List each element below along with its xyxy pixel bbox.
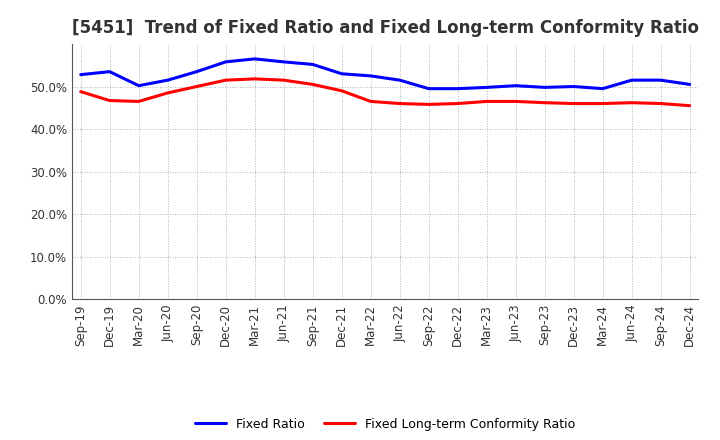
Fixed Long-term Conformity Ratio xyxy=(366,99,375,104)
Fixed Ratio xyxy=(251,56,259,62)
Line: Fixed Long-term Conformity Ratio: Fixed Long-term Conformity Ratio xyxy=(81,79,690,106)
Fixed Ratio xyxy=(221,59,230,65)
Fixed Long-term Conformity Ratio xyxy=(308,82,317,87)
Fixed Long-term Conformity Ratio xyxy=(163,90,172,95)
Fixed Ratio xyxy=(685,82,694,87)
Fixed Long-term Conformity Ratio xyxy=(627,100,636,105)
Line: Fixed Ratio: Fixed Ratio xyxy=(81,59,690,89)
Fixed Ratio xyxy=(482,85,491,90)
Fixed Ratio xyxy=(76,72,85,77)
Title: [5451]  Trend of Fixed Ratio and Fixed Long-term Conformity Ratio: [5451] Trend of Fixed Ratio and Fixed Lo… xyxy=(72,19,698,37)
Fixed Ratio xyxy=(627,77,636,83)
Fixed Long-term Conformity Ratio xyxy=(192,84,201,89)
Fixed Ratio xyxy=(395,77,404,83)
Fixed Long-term Conformity Ratio xyxy=(657,101,665,106)
Fixed Ratio xyxy=(598,86,607,92)
Fixed Long-term Conformity Ratio xyxy=(454,101,462,106)
Fixed Long-term Conformity Ratio xyxy=(598,101,607,106)
Fixed Ratio xyxy=(424,86,433,92)
Fixed Ratio xyxy=(541,85,549,90)
Fixed Ratio xyxy=(366,73,375,78)
Fixed Long-term Conformity Ratio xyxy=(338,88,346,93)
Fixed Ratio xyxy=(105,69,114,74)
Fixed Ratio xyxy=(338,71,346,77)
Fixed Ratio xyxy=(308,62,317,67)
Fixed Long-term Conformity Ratio xyxy=(424,102,433,107)
Fixed Long-term Conformity Ratio xyxy=(570,101,578,106)
Fixed Ratio xyxy=(135,83,143,88)
Fixed Long-term Conformity Ratio xyxy=(221,77,230,83)
Legend: Fixed Ratio, Fixed Long-term Conformity Ratio: Fixed Ratio, Fixed Long-term Conformity … xyxy=(190,413,580,436)
Fixed Long-term Conformity Ratio xyxy=(251,76,259,81)
Fixed Long-term Conformity Ratio xyxy=(135,99,143,104)
Fixed Ratio xyxy=(192,69,201,74)
Fixed Long-term Conformity Ratio xyxy=(279,77,288,83)
Fixed Ratio xyxy=(163,77,172,83)
Fixed Long-term Conformity Ratio xyxy=(105,98,114,103)
Fixed Ratio xyxy=(657,77,665,83)
Fixed Long-term Conformity Ratio xyxy=(511,99,520,104)
Fixed Long-term Conformity Ratio xyxy=(685,103,694,108)
Fixed Ratio xyxy=(511,83,520,88)
Fixed Long-term Conformity Ratio xyxy=(76,89,85,94)
Fixed Long-term Conformity Ratio xyxy=(395,101,404,106)
Fixed Ratio xyxy=(279,59,288,65)
Fixed Long-term Conformity Ratio xyxy=(541,100,549,105)
Fixed Ratio xyxy=(454,86,462,92)
Fixed Ratio xyxy=(570,84,578,89)
Fixed Long-term Conformity Ratio xyxy=(482,99,491,104)
